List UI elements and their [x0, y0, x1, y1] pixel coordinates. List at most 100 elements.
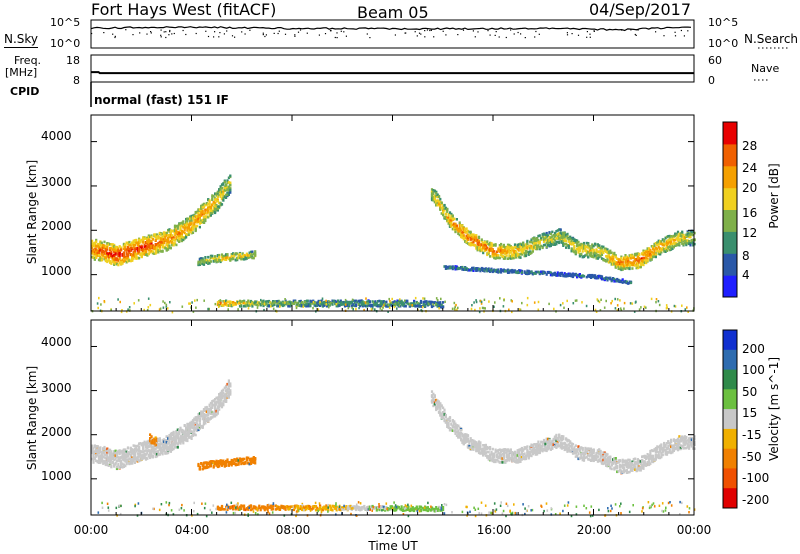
heat-cell [173, 242, 177, 245]
heat-cell [508, 308, 510, 311]
heat-cell [92, 454, 95, 457]
heat-cell [122, 465, 125, 468]
heat-cell [99, 247, 102, 251]
heat-cell [466, 268, 470, 271]
heat-cell [114, 245, 117, 249]
heat-cell [446, 266, 449, 269]
heat-cell [247, 256, 250, 259]
heat-cell [220, 463, 224, 467]
heat-cell [209, 412, 212, 416]
heat-cell [290, 301, 293, 305]
heat-cell [413, 304, 416, 308]
heat-cell [382, 300, 385, 304]
heat-cell [587, 246, 590, 249]
heat-cell [173, 229, 177, 232]
heat-cell [432, 189, 435, 192]
heat-cell [379, 304, 382, 308]
heat-cell [571, 241, 575, 245]
heat-cell [158, 308, 161, 311]
heat-cell [683, 236, 686, 239]
heat-cell [460, 224, 463, 227]
heat-cell [214, 192, 217, 195]
heat-cell [455, 226, 458, 230]
heat-cell [688, 242, 691, 246]
heat-cell [571, 275, 575, 279]
heat-cell [147, 439, 150, 443]
heat-cell [197, 213, 200, 217]
heat-cell [186, 426, 189, 429]
heat-cell [158, 443, 161, 446]
heat-cell [530, 240, 533, 243]
heat-cell [531, 247, 534, 251]
heat-cell [222, 192, 225, 196]
heat-cell [383, 303, 385, 307]
heat-cell [189, 222, 192, 226]
heat-cell [353, 304, 356, 308]
heat-cell [629, 254, 633, 258]
heat-cell [446, 216, 449, 219]
heat-cell [114, 461, 117, 465]
heat-cell [175, 430, 178, 433]
heat-cell [299, 299, 302, 303]
heat-cell [284, 298, 286, 301]
heat-cell [429, 301, 432, 305]
heat-cell [454, 225, 457, 229]
heat-cell [565, 246, 568, 249]
heat-cell [614, 307, 617, 310]
heat-cell [197, 262, 200, 265]
heat-cell [670, 247, 673, 250]
heat-cell [185, 217, 188, 221]
heat-cell [161, 450, 164, 454]
heat-cell [352, 307, 354, 311]
heat-cell [563, 243, 566, 246]
heat-cell [526, 250, 529, 253]
heat-cell [222, 196, 225, 199]
heat-cell [670, 240, 673, 244]
heat-cell [420, 309, 422, 312]
heat-cell [423, 297, 426, 300]
heat-cell [627, 258, 630, 261]
heat-cell [508, 269, 511, 273]
heat-cell [621, 281, 624, 284]
heat-cell [272, 300, 275, 303]
heat-cell [252, 252, 255, 256]
heat-cell [185, 437, 188, 440]
heat-cell [183, 432, 186, 435]
heat-cell [183, 430, 186, 434]
heat-cell [196, 416, 199, 419]
heat-cell [618, 265, 622, 268]
heat-cell [574, 239, 577, 243]
heat-cell [639, 257, 642, 261]
heat-cell [344, 303, 347, 306]
heat-cell [430, 188, 434, 191]
heat-cell [150, 242, 153, 245]
heat-cell [255, 303, 258, 307]
heat-cell [118, 465, 121, 469]
heat-cell [118, 245, 121, 248]
heat-cell [218, 205, 221, 208]
heat-cell [155, 251, 159, 254]
heat-cell [623, 266, 626, 270]
heat-cell [599, 251, 602, 254]
heat-cell [208, 460, 211, 464]
heat-cell [176, 225, 179, 229]
heat-cell [534, 270, 537, 274]
heat-cell [110, 246, 113, 250]
heat-cell [465, 268, 468, 271]
heat-cell [591, 275, 594, 279]
heat-cell [103, 460, 106, 464]
heat-cell [229, 302, 232, 305]
heat-cell [331, 303, 334, 306]
heat-cell [686, 306, 688, 309]
heat-cell [401, 299, 403, 303]
heat-cell [614, 262, 617, 266]
heat-cell [193, 427, 196, 430]
heat-cell [91, 255, 94, 259]
heat-cell [117, 263, 120, 267]
heat-cell [194, 421, 197, 425]
heat-cell [331, 299, 334, 303]
heat-cell [668, 236, 671, 240]
heat-cell [588, 245, 591, 248]
heat-cell [339, 302, 342, 306]
heat-cell [97, 451, 101, 455]
